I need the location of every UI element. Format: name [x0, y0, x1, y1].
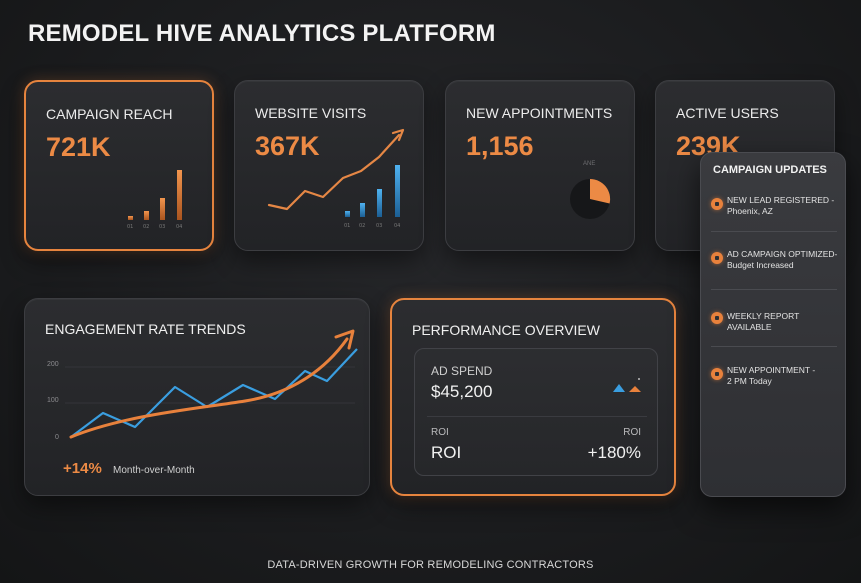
footer-tagline: DATA-DRIVEN GROWTH FOR REMODELING CONTRA… — [267, 559, 594, 571]
ad-spend-label: AD SPEND — [431, 364, 493, 378]
y-tick-label: 100 — [47, 397, 59, 404]
mini-bar-chart: 01 02 03 04 — [127, 170, 182, 230]
roi-value: +180% — [587, 443, 641, 462]
kpi-label: NEW APPOINTMENTS — [466, 105, 613, 121]
kpi-label: ACTIVE USERS — [676, 105, 779, 121]
page-title: REMODEL HIVE ANALYTICS PLATFORM — [28, 20, 496, 47]
kpi-value: 721K — [46, 132, 111, 162]
y-tick-label: 0 — [55, 434, 59, 441]
roi-label: ROI — [431, 443, 462, 462]
change-label: Month-over-Month — [113, 465, 195, 476]
update-line: Budget Increased — [727, 260, 794, 270]
series-line-orange — [69, 337, 349, 439]
update-item[interactable]: NEW LEAD REGISTERED - Phoenix, AZ — [711, 195, 843, 217]
svg-text:01: 01 — [127, 224, 133, 230]
update-line: 2 PM Today — [727, 376, 772, 386]
section-title: ENGAGEMENT RATE TRENDS — [45, 321, 246, 337]
kpi-card-new-appointments[interactable]: NEW APPOINTMENTS 1,156 ANE — [445, 80, 635, 251]
bar — [177, 170, 182, 220]
divider — [427, 416, 647, 417]
svg-text:02: 02 — [359, 223, 365, 229]
divider — [711, 346, 837, 347]
update-line: AD CAMPAIGN OPTIMIZED- — [727, 249, 838, 259]
roi-small-label-left: ROI — [431, 427, 449, 438]
engagement-line-chart — [65, 329, 358, 439]
kpi-label: WEBSITE VISITS — [255, 105, 367, 121]
update-item[interactable]: AD CAMPAIGN OPTIMIZED- Budget Increased — [711, 249, 843, 271]
bar — [377, 189, 382, 217]
roi-small-label-right: ROI — [623, 427, 641, 438]
pie-chart — [570, 178, 611, 219]
trend-arrow — [391, 128, 405, 142]
update-line: NEW APPOINTMENT - — [727, 365, 816, 375]
trend-chart: 01 02 03 04 — [267, 128, 405, 229]
bar — [345, 211, 350, 217]
ad-spend-mini-chart — [613, 378, 641, 392]
bar — [144, 211, 149, 220]
update-icon — [711, 252, 723, 264]
update-icon — [711, 312, 723, 324]
kpi-card-campaign-reach[interactable]: CAMPAIGN REACH 721K 01 02 03 04 — [24, 80, 214, 251]
series-line-blue — [70, 348, 358, 438]
update-item[interactable]: NEW APPOINTMENT -2 PM Today — [711, 365, 843, 387]
svg-text:03: 03 — [376, 223, 382, 229]
pie-slice — [590, 178, 611, 204]
divider — [711, 289, 837, 290]
bar — [128, 216, 133, 220]
svg-text:02: 02 — [143, 224, 149, 230]
ad-spend-value: $45,200 — [431, 382, 493, 401]
pie-small-label: ANE — [583, 161, 596, 167]
kpi-card-website-visits[interactable]: WEBSITE VISITS 367K 01 02 03 04 — [234, 80, 424, 251]
svg-text:04: 04 — [394, 223, 400, 229]
section-title: PERFORMANCE OVERVIEW — [412, 322, 600, 338]
performance-card[interactable]: PERFORMANCE OVERVIEW AD SPEND $45,200 RO… — [390, 298, 676, 496]
campaign-updates-panel[interactable]: CAMPAIGN UPDATES NEW LEAD REGISTERED - Ph… — [700, 152, 846, 497]
update-icon — [711, 368, 723, 380]
performance-inner-box: AD SPEND $45,200 ROI ROI ROI +180% — [414, 348, 658, 476]
kpi-label: CAMPAIGN REACH — [46, 106, 173, 122]
svg-text:04: 04 — [176, 224, 182, 230]
svg-text:03: 03 — [159, 224, 165, 230]
trend-line — [267, 133, 401, 211]
update-line: NEW LEAD REGISTERED - — [727, 195, 835, 205]
trend-arrow — [334, 329, 355, 350]
bar — [395, 165, 400, 217]
kpi-value: 1,156 — [466, 131, 534, 161]
bar — [160, 198, 165, 220]
kpi-value: 367K — [255, 131, 320, 161]
svg-text:01: 01 — [344, 223, 350, 229]
update-line: Phoenix, AZ — [727, 206, 773, 216]
engagement-card[interactable]: ENGAGEMENT RATE TRENDS 200 100 0 +14% Mo… — [24, 298, 370, 496]
bar — [360, 203, 365, 217]
update-icon — [711, 198, 723, 210]
divider — [711, 231, 837, 232]
panel-title: CAMPAIGN UPDATES — [713, 164, 827, 176]
update-line: WEEKLY REPORT AVAILABLE — [727, 311, 800, 332]
change-value: +14% — [63, 460, 102, 477]
update-item[interactable]: WEEKLY REPORT AVAILABLE — [711, 309, 843, 333]
y-tick-label: 200 — [47, 361, 59, 368]
